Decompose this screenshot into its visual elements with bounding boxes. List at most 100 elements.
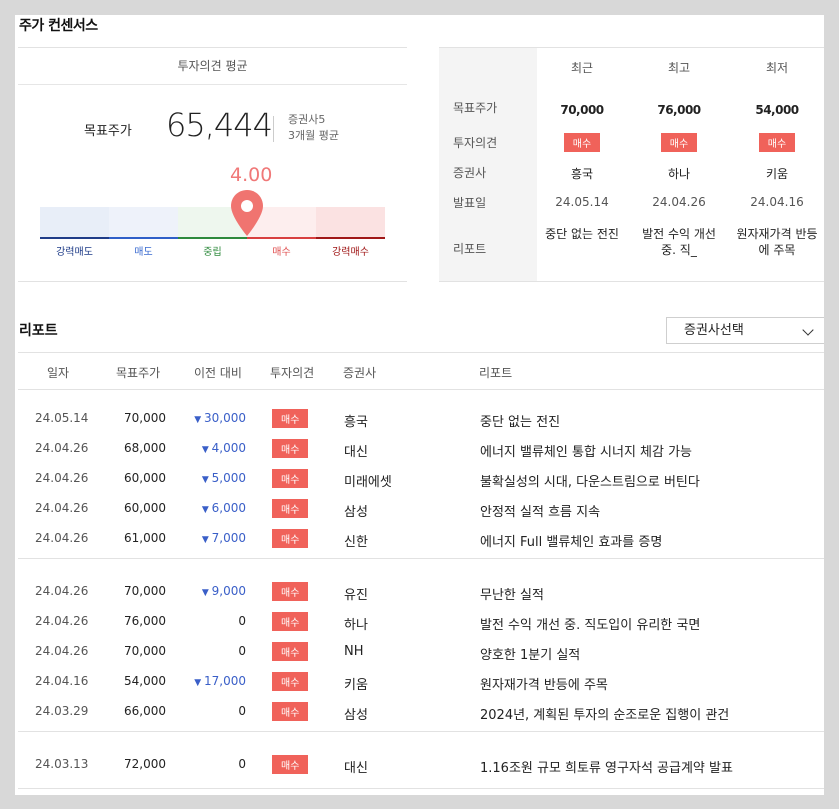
scale-segment	[316, 207, 385, 239]
table-row[interactable]: 24.04.26 70,000 ▼ 9,000 매수 유진 무난한 실적	[18, 576, 824, 606]
scale-label: 강력매도	[56, 247, 93, 258]
section-title: 주가 컨센서스	[19, 18, 98, 34]
report-target-price: 61,000	[124, 531, 166, 545]
price-change-value: 0	[238, 644, 246, 658]
recent-target-price: 54,000	[755, 103, 799, 117]
report-opinion: 매수	[272, 642, 309, 661]
group-divider	[18, 731, 824, 732]
recent-opinion: 매수	[539, 133, 625, 152]
recent-date: 24.04.26	[652, 195, 706, 209]
report-date: 24.04.26	[35, 531, 89, 545]
recent-column-header: 최근	[570, 61, 594, 75]
average-period: 3개월 평균	[288, 129, 339, 142]
report-title-link[interactable]: 안정적 실적 흐름 지속	[480, 505, 601, 520]
recent-report-link[interactable]: 원자재가격 반등에 주목	[736, 227, 818, 257]
row-label-column	[439, 48, 537, 281]
report-date: 24.04.26	[35, 501, 89, 515]
arrow-down-icon: ▼	[201, 588, 212, 598]
opinion-badge: 매수	[563, 133, 601, 152]
report-broker: 삼성	[344, 505, 368, 520]
scale-segment	[40, 207, 109, 239]
report-target-price: 70,000	[124, 411, 166, 425]
report-target-price: 60,000	[124, 501, 166, 515]
opinion-average-box: 투자의견 평균 목표주가 65,444 증권사5 3개월 평균 4.00 강력매…	[18, 47, 407, 282]
report-target-price: 72,000	[124, 757, 166, 771]
table-row[interactable]: 24.04.16 54,000 ▼ 17,000 매수 키움 원자재가격 반등에 주목	[18, 666, 824, 696]
report-date: 24.04.26	[35, 644, 89, 658]
report-title-link[interactable]: 원자재가격 반등에 주목	[480, 678, 608, 693]
report-title-link[interactable]: 2024년, 계획된 투자의 순조로운 집행이 관건	[480, 708, 730, 723]
report-title-link[interactable]: 에너지 밸류체인 통합 시너지 체감 가능	[480, 445, 693, 460]
recent-column-header: 최고	[667, 61, 691, 75]
price-change-value: 0	[238, 614, 246, 628]
report-price-change: ▼ 6,000	[182, 501, 246, 515]
recent-opinion: 매수	[636, 133, 722, 152]
table-row[interactable]: 24.03.29 66,000 0 매수 삼성 2024년, 계획된 투자의 순조로운 집…	[18, 696, 824, 726]
price-change-value: 9,000	[211, 584, 246, 598]
table-row[interactable]: 24.04.26 60,000 ▼ 6,000 매수 삼성 안정적 실적 흐름 지속	[18, 493, 824, 523]
report-price-change: ▼ 5,000	[182, 471, 246, 485]
price-change-value: 0	[238, 757, 246, 771]
report-target-price: 66,000	[124, 704, 166, 718]
report-title-link[interactable]: 양호한 1분기 실적	[480, 648, 581, 663]
price-change-value: 5,000	[211, 471, 246, 485]
table-row[interactable]: 24.03.13 72,000 0 매수 대신 1.16조원 규모 희토류 영구자석 공급…	[18, 749, 824, 779]
report-broker: NH	[344, 644, 364, 659]
report-price-change: 0	[182, 704, 246, 718]
opinion-badge: 매수	[660, 133, 698, 152]
report-title-link[interactable]: 중단 없는 전진	[480, 415, 561, 430]
arrow-down-icon: ▼	[194, 678, 204, 688]
recent-report-link[interactable]: 중단 없는 전진	[545, 227, 619, 241]
report-section-title: 리포트	[19, 323, 58, 339]
recent-target-price: 76,000	[657, 103, 701, 117]
report-title-link[interactable]: 무난한 실적	[480, 588, 544, 603]
opinion-badge: 매수	[272, 529, 309, 548]
column-header: 이전 대비	[194, 366, 242, 380]
report-price-change: 0	[182, 757, 246, 771]
column-header: 일자	[47, 366, 70, 380]
table-row[interactable]: 24.04.26 61,000 ▼ 7,000 매수 신한 에너지 Full 밸류체인 효…	[18, 523, 824, 553]
table-row[interactable]: 24.04.26 76,000 0 매수 하나 발전 수익 개선 중. 직도입이 유리한 …	[18, 606, 824, 636]
report-target-price: 70,000	[124, 584, 166, 598]
price-change-value: 6,000	[211, 501, 246, 515]
arrow-down-icon: ▼	[194, 415, 204, 425]
recent-date: 24.04.16	[750, 195, 804, 209]
report-date: 24.04.16	[35, 674, 89, 688]
report-title-link[interactable]: 1.16조원 규모 희토류 영구자석 공급계약 발표	[480, 761, 733, 776]
report-broker: 삼성	[344, 708, 368, 723]
table-row[interactable]: 24.04.26 70,000 0 매수 NH 양호한 1분기 실적	[18, 636, 824, 666]
scale-label: 매수	[272, 247, 291, 258]
arrow-down-icon: ▼	[201, 535, 212, 545]
recent-broker: 흥국	[570, 167, 594, 181]
report-title-link[interactable]: 에너지 Full 밸류체인 효과를 증명	[480, 535, 663, 550]
report-opinion: 매수	[272, 529, 309, 548]
report-broker: 대신	[344, 445, 368, 460]
column-header: 증권사	[343, 366, 377, 380]
broker-select[interactable]: 증권사선택	[666, 317, 824, 344]
price-change-value: 30,000	[204, 411, 246, 425]
recent-column-header: 최저	[765, 61, 789, 75]
recent-date: 24.05.14	[555, 195, 609, 209]
broker-count: 증권사5	[288, 113, 326, 126]
opinion-badge: 매수	[272, 409, 309, 428]
divider	[273, 116, 274, 142]
recent-target-price: 70,000	[560, 103, 604, 117]
report-title-link[interactable]: 불확실성의 시대, 다운스트림으로 버틴다	[480, 475, 700, 490]
report-title-link[interactable]: 발전 수익 개선 중. 직도입이 유리한 국면	[480, 618, 701, 633]
column-header: 목표주가	[116, 366, 161, 380]
opinion-badge: 매수	[272, 582, 309, 601]
scale-segment-line	[109, 237, 178, 239]
target-price-meta: 증권사5 3개월 평균	[288, 112, 339, 144]
report-date: 24.04.26	[35, 441, 89, 455]
opinion-badge: 매수	[272, 499, 309, 518]
report-opinion: 매수	[272, 755, 309, 774]
recent-report-link[interactable]: 발전 수익 개선 중. 직_	[642, 227, 716, 257]
table-row[interactable]: 24.05.14 70,000 ▼ 30,000 매수 흥국 중단 없는 전진	[18, 403, 824, 433]
price-change-value: 7,000	[211, 531, 246, 545]
target-price-label: 목표주가	[84, 124, 132, 139]
report-opinion: 매수	[272, 672, 309, 691]
table-row[interactable]: 24.04.26 68,000 ▼ 4,000 매수 대신 에너지 밸류체인 통합 시너지…	[18, 433, 824, 463]
report-opinion: 매수	[272, 499, 309, 518]
broker-select-label: 증권사선택	[684, 323, 744, 338]
table-row[interactable]: 24.04.26 60,000 ▼ 5,000 매수 미래에셋 불확실성의 시대, 다운스…	[18, 463, 824, 493]
